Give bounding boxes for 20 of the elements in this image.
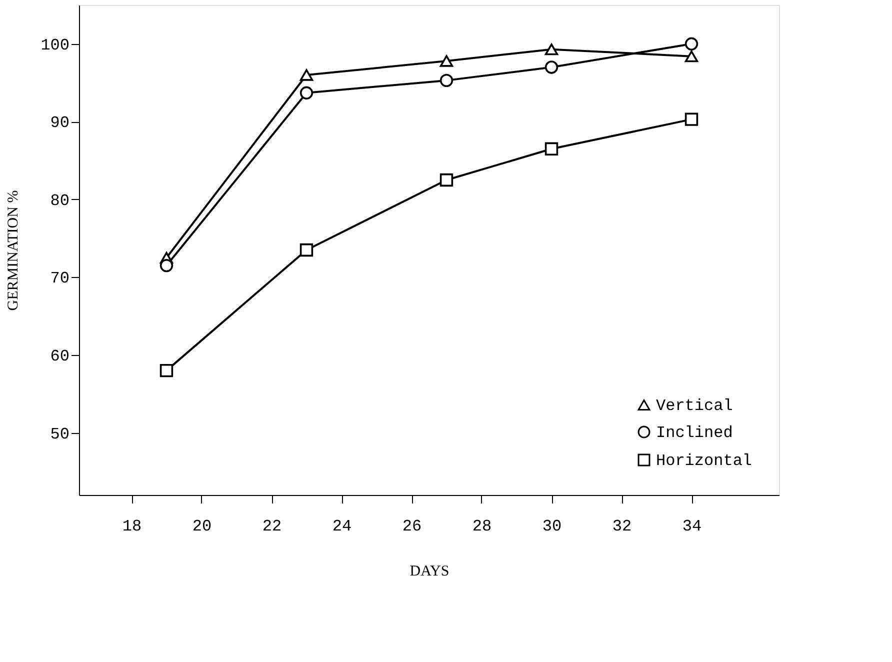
x-tick-label: 28	[472, 518, 492, 536]
y-tick-label: 80	[50, 192, 70, 210]
y-tick-label: 90	[50, 114, 70, 132]
x-tick-label: 24	[332, 518, 352, 536]
x-tick-label: 20	[192, 518, 212, 536]
y-tick-label: 50	[50, 425, 70, 444]
legend-label: Vertical	[656, 397, 733, 415]
x-tick-label: 30	[542, 518, 562, 536]
legend-label: Horizontal	[656, 452, 752, 470]
x-tick-label: 34	[682, 518, 702, 536]
x-tick-label: 26	[402, 518, 422, 536]
x-tick-label: 18	[122, 518, 142, 536]
y-tick-label: 100	[40, 36, 70, 54]
x-tick-label: 22	[262, 518, 282, 536]
y-axis-title: GERMINATION %	[6, 190, 22, 311]
x-tick-label: 32	[612, 518, 632, 536]
x-axis-title: DAYS	[410, 564, 450, 580]
legend-label: Inclined	[656, 424, 733, 442]
y-tick-label: 70	[50, 270, 70, 288]
y-tick-label: 60	[50, 348, 70, 366]
